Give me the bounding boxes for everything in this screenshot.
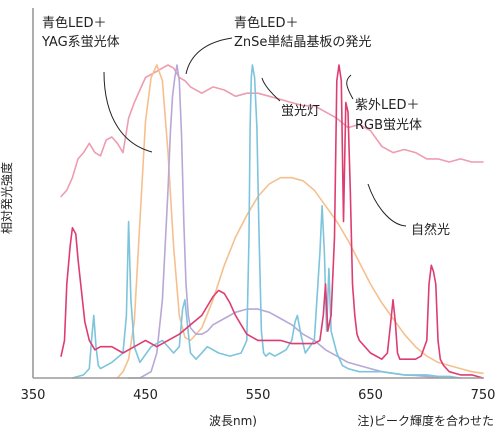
leader-line-yag bbox=[103, 71, 153, 153]
annotation-fluor-line: 蛍光灯 bbox=[281, 104, 320, 119]
x-tick-labels: 350 450 550 650 750 bbox=[21, 388, 496, 403]
leader-line-nat bbox=[367, 183, 407, 227]
leader-line-fluor bbox=[261, 77, 281, 102]
chart-note: 注)ピーク輝度を合わせた bbox=[357, 413, 494, 428]
x-tick-label: 350 bbox=[21, 388, 46, 403]
x-tick-label: 650 bbox=[358, 388, 383, 403]
annotation-yag-line: 青色LED＋ bbox=[42, 15, 106, 31]
annotation-yag-line: YAG系蛍光体 bbox=[41, 35, 120, 50]
leader-line-znse bbox=[185, 37, 233, 75]
annotation-nat-line: 自然光 bbox=[411, 222, 450, 238]
y-axis-title: 相対発光強度 bbox=[0, 162, 14, 234]
annotation-leaders bbox=[103, 37, 407, 227]
annotation-znse-line: ZnSe単結晶基板の発光 bbox=[234, 34, 371, 50]
series-line-fluor bbox=[71, 64, 462, 379]
annotation-uv-line: 紫外LED＋ bbox=[355, 98, 419, 113]
series-line-nat bbox=[60, 64, 484, 198]
series-layer bbox=[60, 64, 484, 379]
annotation-znse-line: 青色LED＋ bbox=[234, 15, 298, 31]
axes bbox=[32, 8, 483, 379]
series-line-yag bbox=[116, 64, 484, 379]
leader-line-uv bbox=[346, 74, 354, 100]
x-axis-title: 波長nm) bbox=[209, 414, 257, 428]
annotation-uv-line: RGB蛍光体 bbox=[355, 118, 422, 133]
x-tick-label: 550 bbox=[246, 388, 271, 403]
x-tick-label: 750 bbox=[471, 388, 496, 403]
series-line-uv bbox=[60, 64, 484, 379]
series-line-znse bbox=[127, 64, 439, 379]
x-tick-label: 450 bbox=[133, 388, 158, 403]
